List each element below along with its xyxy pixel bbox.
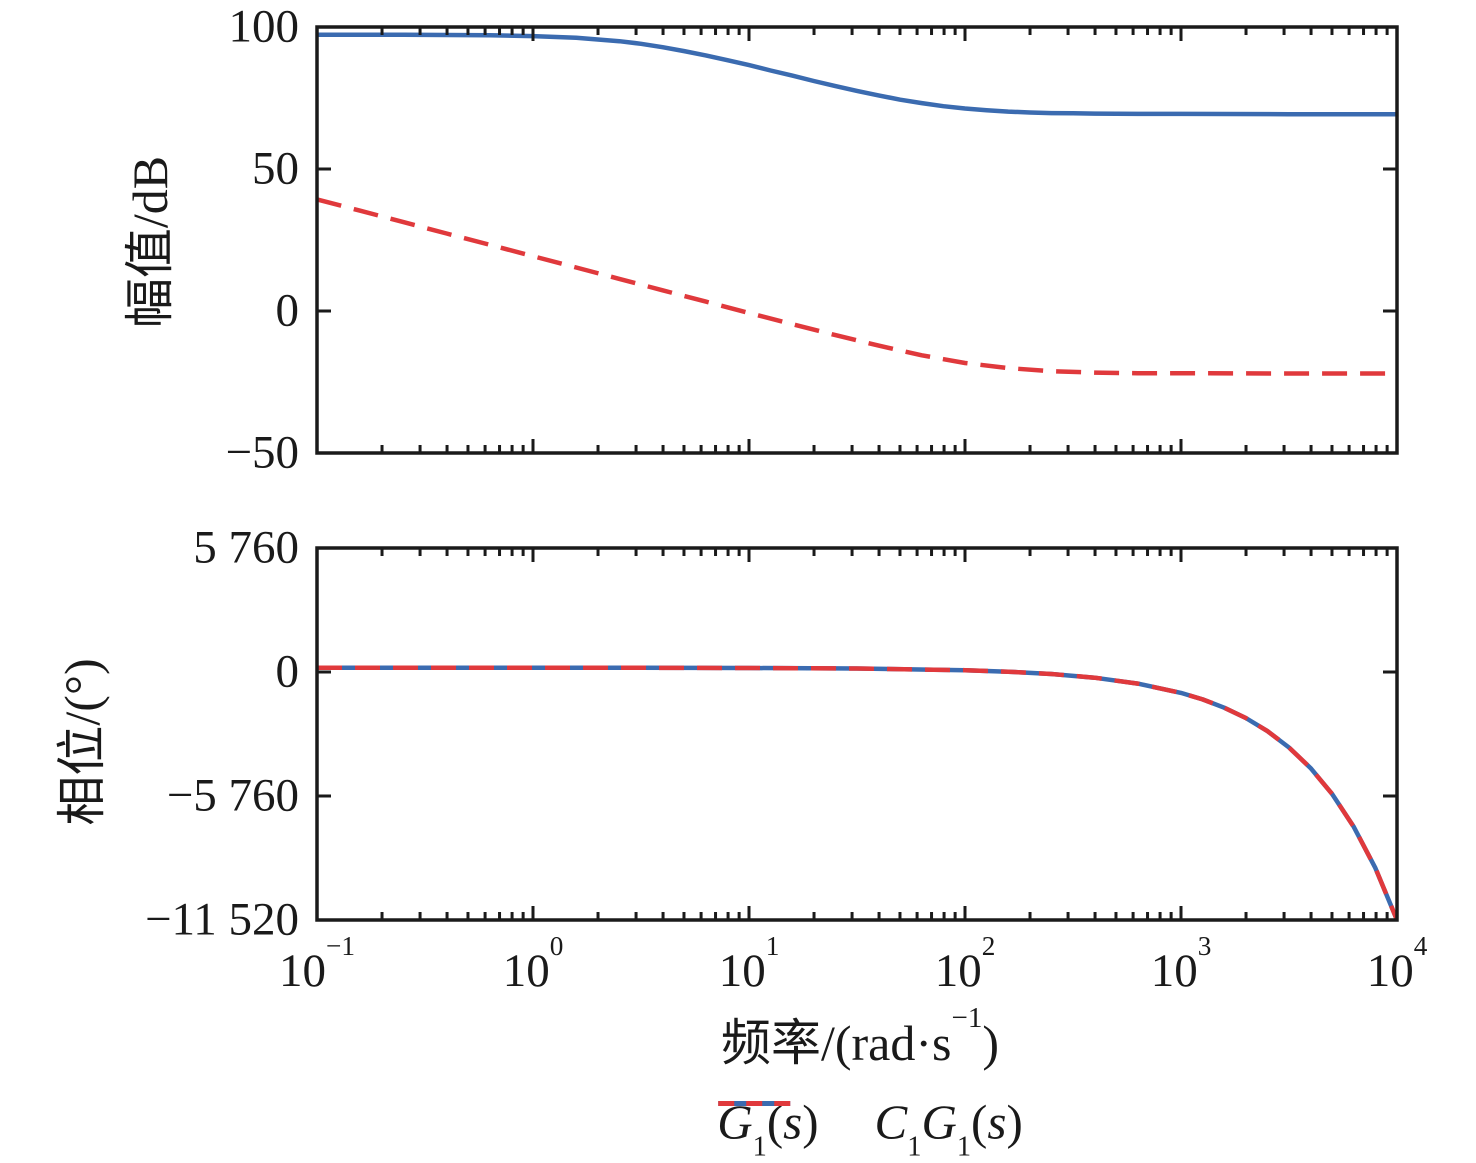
text-part: 1	[956, 1131, 972, 1163]
text-part: 10	[718, 945, 766, 997]
text-part: −1	[326, 931, 355, 962]
x-tick-label: 10−1	[279, 933, 355, 997]
text-part: G	[921, 1094, 957, 1150]
axes-box-phase	[315, 546, 1399, 922]
y-tick-label: 5 760	[193, 521, 299, 574]
y-tick-label: 0	[275, 645, 300, 698]
legend-item-c1g1: C1G1(s)	[718, 1094, 1023, 1162]
legend-item-g1: G1(s)	[717, 1094, 819, 1162]
text-part: 10	[1150, 945, 1198, 997]
text-part: 1	[752, 1131, 767, 1163]
x-tick-label: 101	[718, 933, 780, 997]
text-part: s	[987, 1094, 1007, 1150]
y-tick-label: −50	[225, 426, 299, 479]
text-part: )	[1006, 1094, 1023, 1150]
text-part: (	[766, 1094, 784, 1150]
text-part: 1	[765, 931, 780, 962]
legend-label: C1G1(s)	[874, 1094, 1023, 1162]
axes-box-magnitude	[315, 25, 1399, 455]
text-part: (	[971, 1094, 988, 1150]
text-part: 10	[1366, 945, 1414, 997]
dashed-line-swatch	[718, 1101, 791, 1106]
x-axis-label: 频率/(rad·s−1)	[720, 1004, 1000, 1071]
x-tick-label: 103	[1150, 933, 1212, 997]
text-part: s	[783, 1094, 803, 1150]
y-tick-label: 0	[275, 284, 300, 337]
text-part: )	[982, 1015, 1000, 1071]
x-tick-label: 100	[502, 933, 564, 997]
series-magnitude-c1g1	[317, 197, 1397, 376]
text-part: 10	[502, 945, 550, 997]
y-tick-label: −11 520	[144, 893, 299, 946]
legend: G1(s) C1G1(s)	[717, 1094, 1023, 1162]
y-tick-label: 50	[252, 142, 299, 195]
x-tick-label: 104	[1366, 933, 1428, 997]
magnitude-y-axis-label: 幅值/dB	[122, 155, 178, 329]
series-phase-c1g1	[317, 665, 1397, 920]
series-phase-g1	[317, 665, 1397, 920]
phase-y-axis-label: 相位/(°)	[54, 658, 110, 826]
text-part: 3	[1197, 931, 1212, 962]
text-part: 0	[549, 931, 564, 962]
text-part: 频率/(rad·s	[720, 1015, 952, 1071]
y-tick-label: −5 760	[166, 769, 299, 822]
text-part: 10	[279, 945, 326, 997]
text-part: )	[802, 1094, 819, 1150]
text-part: 4	[1413, 931, 1428, 962]
text-part: 2	[981, 931, 996, 962]
text-part: 10	[934, 945, 982, 997]
text-part: C	[874, 1094, 908, 1150]
series-magnitude-g1	[317, 32, 1397, 117]
text-part: 1	[907, 1131, 922, 1163]
legend-label: G1(s)	[717, 1094, 819, 1162]
y-tick-label: 100	[228, 0, 300, 53]
text-part: −1	[951, 1002, 983, 1035]
x-tick-label: 102	[934, 933, 996, 997]
